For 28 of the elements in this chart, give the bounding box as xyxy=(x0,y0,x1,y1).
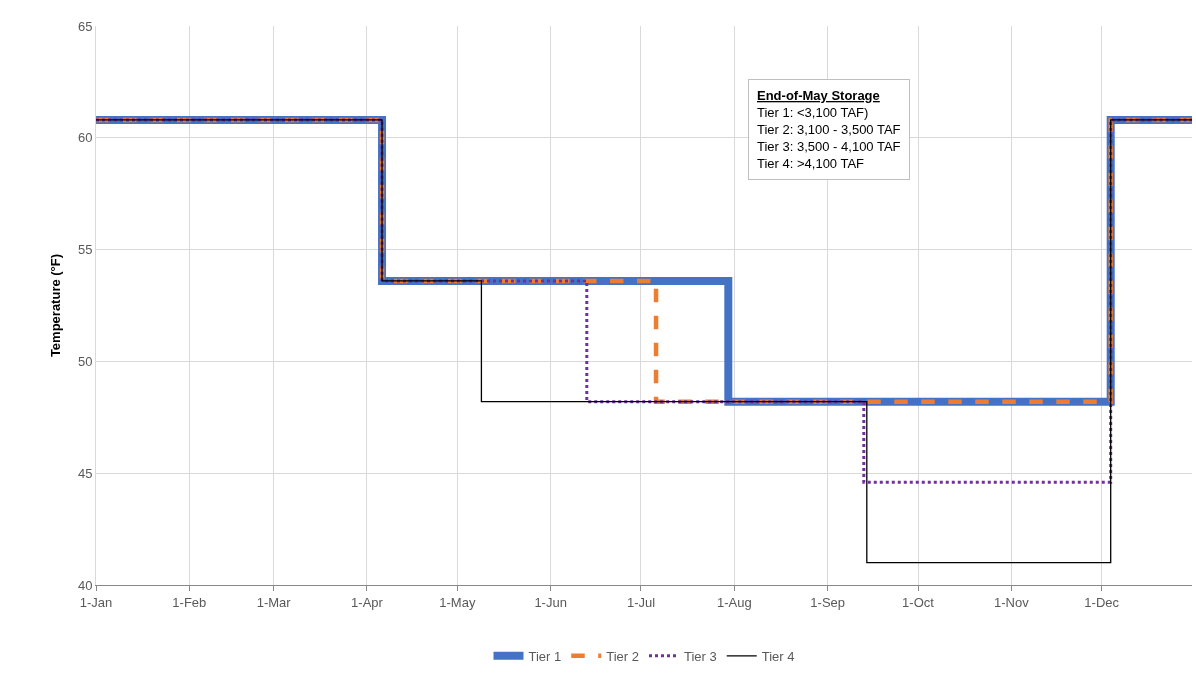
x-tick-label: 1-Dec xyxy=(1084,594,1120,610)
x-tick-label: 1-Apr xyxy=(351,594,384,610)
x-tick-label: 1-Nov xyxy=(994,594,1030,610)
x-tick-label: 1-Mar xyxy=(256,594,292,610)
annotation: Tier 4: >4,100 TAF xyxy=(757,155,865,171)
annotation: Tier 1: <3,100 TAF) xyxy=(757,104,869,120)
x-tick-label: 1-Feb xyxy=(172,594,207,610)
y-axis-title: Temperature (°F) xyxy=(47,253,63,358)
legend-label: Tier 3 xyxy=(684,648,717,664)
annotation: Tier 2: 3,100 - 3,500 TAF xyxy=(757,121,901,137)
legend-label: Tier 1 xyxy=(528,648,562,664)
y-tick-label: 60 xyxy=(77,130,93,146)
x-tick-label: 1-May xyxy=(439,594,476,610)
legend-label: Tier 4 xyxy=(761,648,795,664)
x-tick-label: 1-Jan xyxy=(79,594,113,610)
y-tick-label: 65 xyxy=(77,18,93,34)
annotation: Tier 3: 3,500 - 4,100 TAF xyxy=(757,138,901,154)
y-tick-label: 50 xyxy=(77,353,93,369)
y-tick-label: 45 xyxy=(77,465,93,481)
x-tick-label: 1-Sep xyxy=(810,594,846,610)
y-tick-label: 55 xyxy=(77,242,93,258)
legend-label: Tier 2 xyxy=(606,648,639,664)
x-tick-label: 1-Jun xyxy=(534,594,567,610)
x-tick-label: 1-Jul xyxy=(626,594,656,610)
y-tick-label: 40 xyxy=(77,577,93,593)
x-tick-label: 1-Aug xyxy=(716,594,752,610)
x-tick-label: 1-Oct xyxy=(902,594,935,610)
annotation: End-of-May Storage xyxy=(757,88,880,103)
